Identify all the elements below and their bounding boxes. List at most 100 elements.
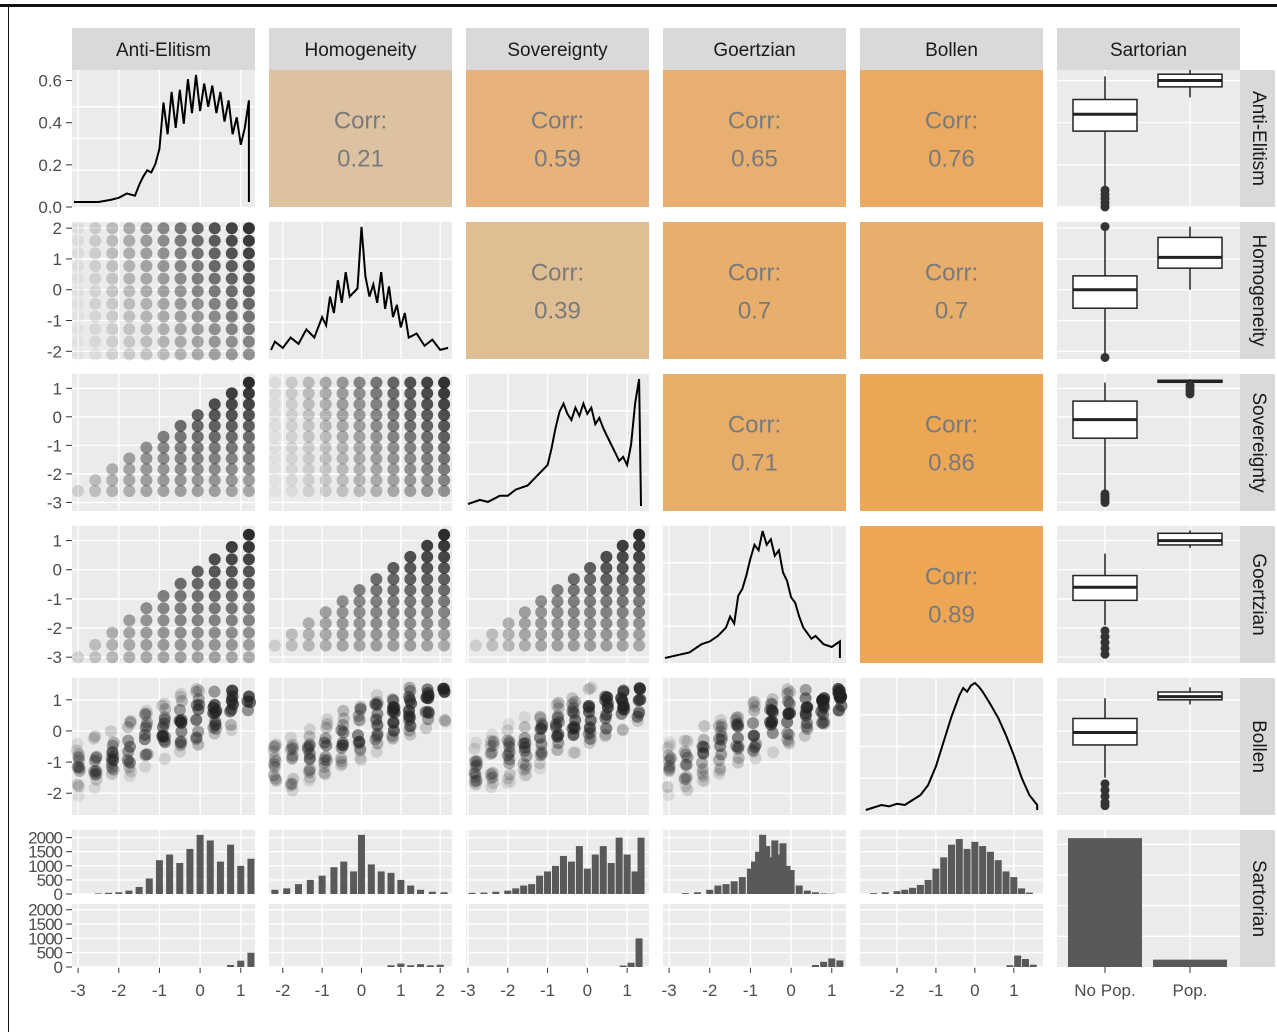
hist-bar [559,855,567,894]
scatter-point [353,628,366,641]
scatter-point [731,732,744,744]
hist-bar [994,860,1002,894]
scatter-point [485,781,498,794]
scatter-point [552,710,565,723]
histogram-no-pop-goertzian [681,834,836,894]
scatter-point [370,639,383,652]
scatter-point [680,773,693,785]
scatter-point [404,398,417,411]
scatter-goertzian-anti-elitism [72,528,255,664]
scatter-point [225,348,238,361]
scatter-point [174,590,187,602]
scatter-point [225,272,238,285]
scatter-point [319,376,332,389]
y-tick-label: 1000 [28,857,62,876]
scatter-point [286,784,299,797]
scatter-point [318,766,331,779]
scatter-point [730,711,743,724]
scatter-point [764,703,776,716]
scatter-point [192,725,205,738]
scatter-point [616,573,629,586]
scatter-point [486,767,499,779]
scatter-point [174,297,187,310]
scatter-point [353,441,366,454]
scatter-point [535,745,548,758]
scatter-point [285,777,298,790]
scatter-point [503,746,516,759]
scatter-point [816,716,829,729]
scatter-point [818,715,831,728]
hist-bar [417,964,425,967]
scatter-point [242,310,255,323]
corr-box-homogeneity-bollen [860,222,1043,359]
scatter-point [319,485,332,497]
scatter-point [519,769,531,782]
scatter-point [680,770,693,783]
scatter-point [208,222,221,235]
scatter-point [123,297,136,310]
scatter-point [370,441,383,454]
scatter-point [487,736,500,748]
scatter-point [71,778,84,791]
scatter-point [140,474,153,487]
scatter-point [140,452,153,465]
y-tick-label: 0 [54,885,63,904]
scatter-point [550,721,562,734]
scatter-point [817,708,830,721]
scatter-point [486,746,498,759]
panel-sovereignty-sartorian [1057,374,1240,511]
scatter-point [139,760,152,773]
scatter-point [404,550,417,563]
scatter-point [267,740,280,753]
scatter-point [404,584,417,597]
scatter-point [225,614,238,627]
scatter-point [225,323,238,336]
scatter-point [600,628,613,641]
scatter-point [782,695,795,708]
scatter-point [225,474,238,487]
histogram-pop-goertzian [812,958,844,967]
scatter-point [106,335,119,348]
scatter-point [174,260,187,272]
scatter-point [209,719,222,732]
scatter-point [566,698,579,711]
hist-bar [428,891,436,894]
scatter-point [422,692,435,705]
scatter-point [90,773,103,786]
scatter-point [242,553,255,566]
scatter-point [370,617,383,630]
scatter-point [403,724,416,737]
scatter-point [681,751,694,764]
scatter-point [503,737,515,750]
scatter-point [551,595,564,608]
hist-bar [746,868,754,894]
scatter-point [140,222,153,235]
panel-anti-elitism-sartorian [1057,70,1240,207]
scatter-point [697,770,710,783]
scatter-point [468,767,481,780]
scatter-point [502,639,515,652]
scatter-point [403,691,416,703]
hist-bar [722,884,730,894]
corr-box-anti-elitism-goertzian [663,70,846,207]
scatter-point [421,617,434,630]
scatter-point [242,297,255,310]
y-tick-label: -1 [47,590,62,609]
boxplot-outlier [1100,791,1110,801]
scatter-point [192,738,205,751]
scatter-point [174,602,187,615]
scatter-point [106,638,119,651]
scatter-point [421,639,434,652]
scatter-point [242,626,255,639]
scatter-point [88,754,101,767]
corr-value: 0.65 [731,146,778,173]
scatter-point [697,746,709,759]
scatter-point [715,748,728,761]
histogram-no-pop-homogeneity [271,834,448,894]
scatter-point [174,626,187,639]
scatter-point [336,757,349,770]
scatter-point [336,409,349,422]
scatter-point [321,754,334,767]
scatter-point [302,387,315,400]
hist-bar [480,892,488,894]
